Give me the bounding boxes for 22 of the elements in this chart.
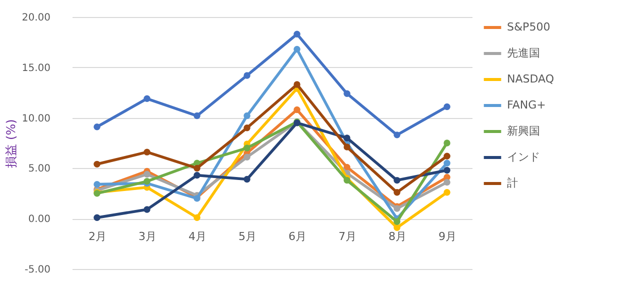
- legend-label: 先進国: [507, 46, 540, 60]
- y-tick-label: 15.00: [22, 62, 50, 74]
- y-tick-label: -5.00: [24, 264, 50, 276]
- legend-label: インド: [507, 150, 540, 164]
- legend-label: 計: [507, 176, 518, 190]
- x-tick-label: 5月: [238, 230, 256, 244]
- x-tick-label: 9月: [438, 230, 456, 244]
- x-tick-label: 7月: [338, 230, 356, 244]
- x-tick-label: 4月: [188, 230, 206, 244]
- y-tick-label: 0.00: [28, 214, 50, 226]
- x-tick-label: 8月: [388, 230, 406, 244]
- y-tick-label: 5.00: [28, 164, 50, 175]
- legend-label: S&P500: [507, 20, 550, 34]
- x-tick-label: 6月: [288, 230, 306, 244]
- y-tick-label: 10.00: [22, 113, 50, 124]
- y-axis-title: 損益 (%): [4, 119, 18, 168]
- legend-label: 新興国: [507, 124, 540, 138]
- y-tick-label: 20.00: [22, 12, 50, 24]
- x-tick-label: 3月: [138, 230, 156, 244]
- legend-label: NASDAQ: [507, 72, 554, 86]
- x-tick-label: 2月: [88, 230, 106, 244]
- legend-label: FANG+: [507, 98, 546, 112]
